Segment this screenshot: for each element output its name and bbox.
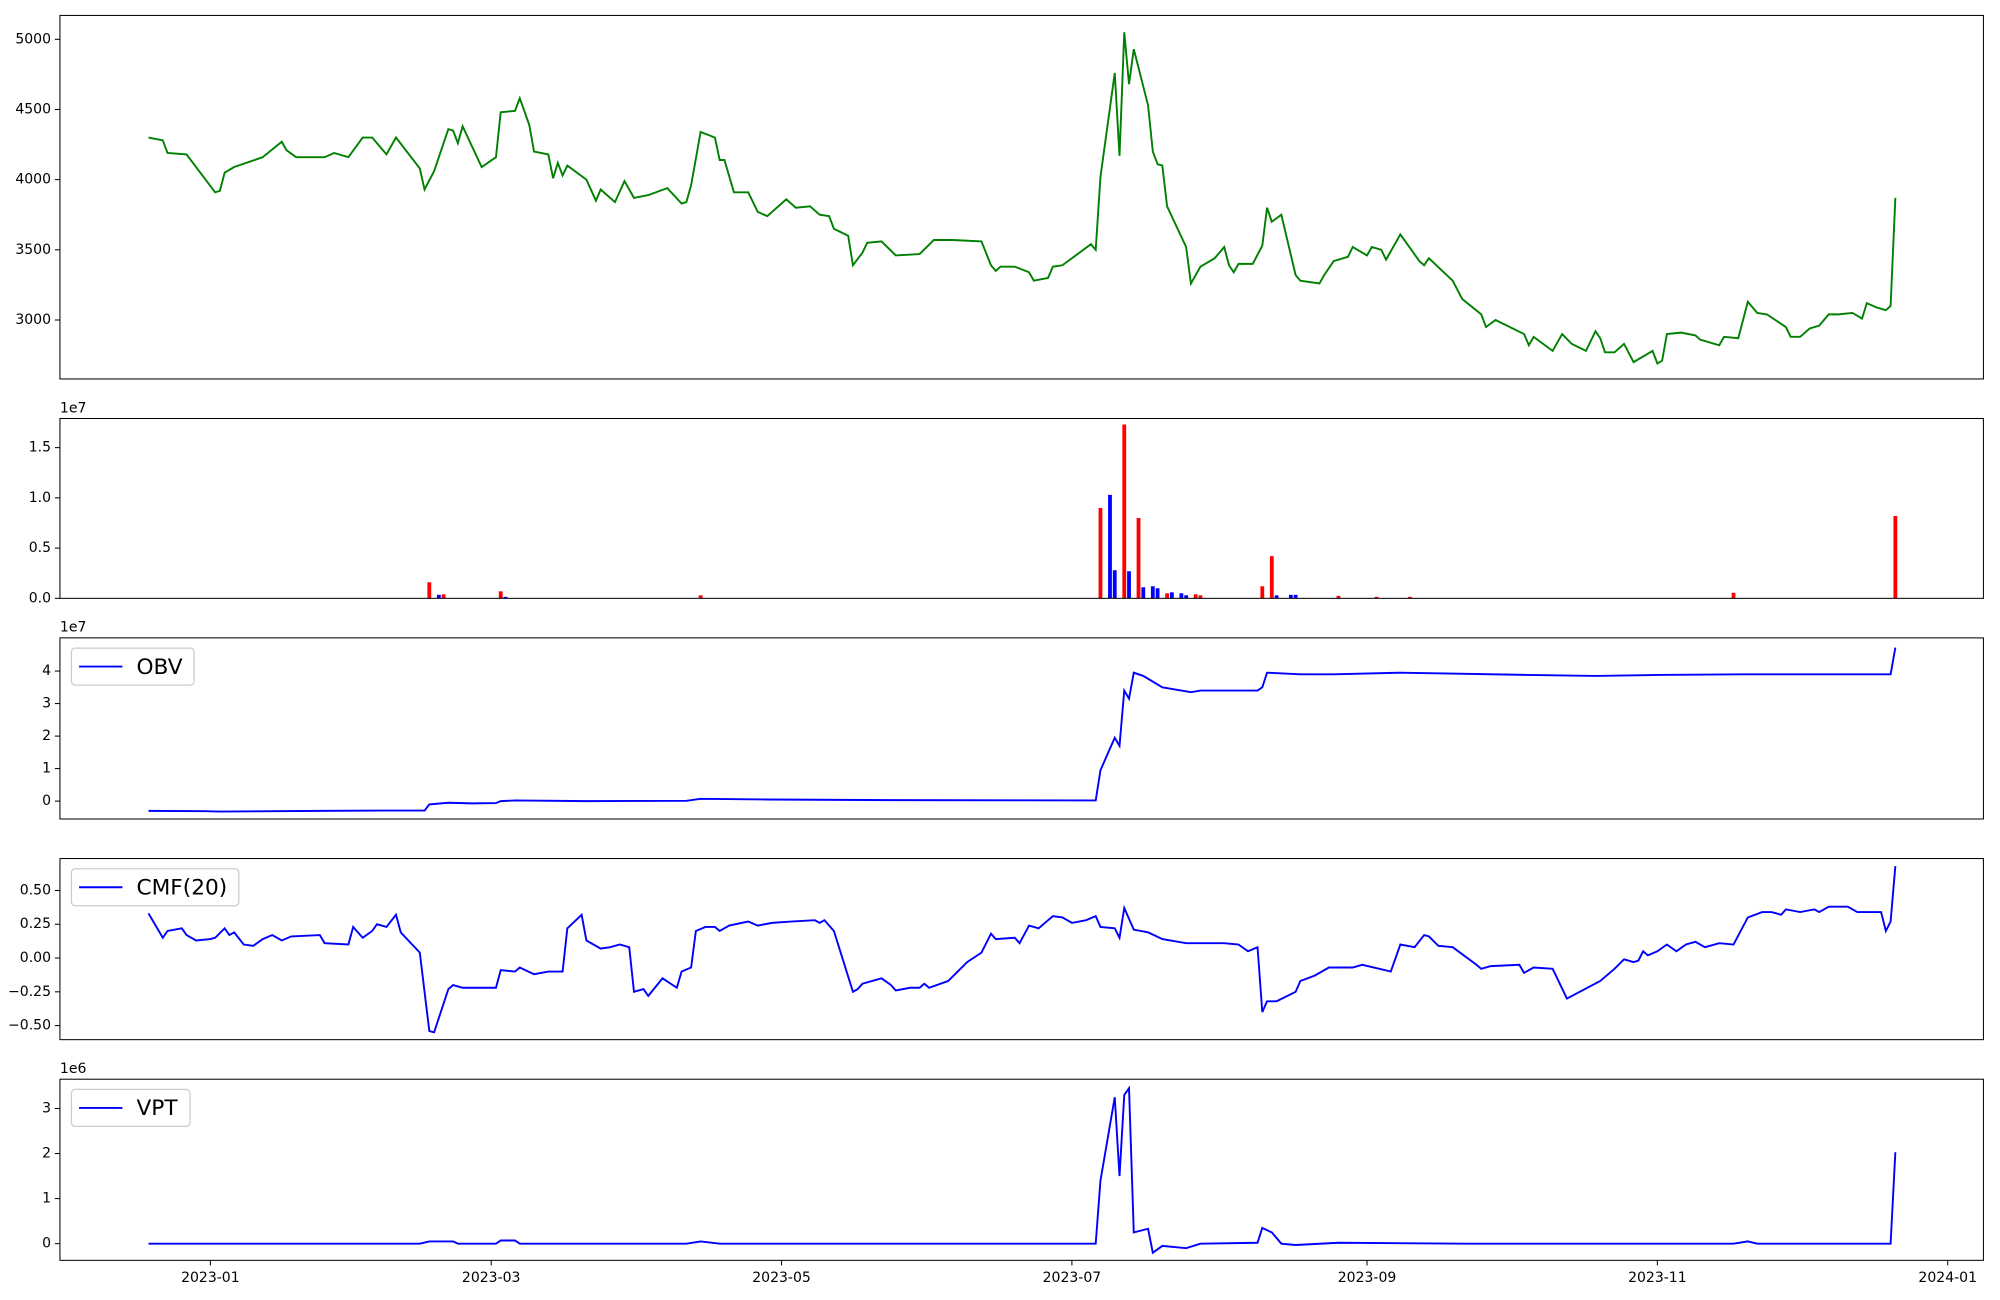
y-tick-label: 0.5: [29, 540, 51, 556]
legend: CMF(20): [70, 868, 240, 907]
volume-bar: [436, 594, 441, 599]
volume-bar: [1127, 571, 1131, 599]
volume-bar: [1893, 515, 1898, 599]
panel: −0.50 −0.25 0.00 0.25 0.50 CMF(20): [8, 858, 1984, 1041]
x-tick-label: 2023-05: [752, 1270, 811, 1286]
axes-frame: [59, 417, 1984, 599]
price-line: [148, 32, 1897, 365]
volume-bar: [1184, 595, 1189, 599]
y-tick-label: 0.0: [29, 590, 51, 606]
volume-bar: [1374, 596, 1379, 599]
y-tick-label: −0.50: [8, 1018, 51, 1034]
volume-bar: [1098, 507, 1103, 599]
legend: VPT: [70, 1088, 191, 1128]
volume-bar: [1260, 586, 1265, 599]
volume-bar: [1155, 588, 1160, 599]
volume-bar: [1336, 595, 1341, 599]
volume-bar: [1407, 596, 1412, 599]
volume-bar: [441, 594, 446, 599]
volume-bar: [698, 595, 703, 599]
y-tick-label: 1.5: [29, 440, 51, 456]
volume-bar: [1179, 593, 1184, 599]
legend-box: [70, 868, 240, 907]
x-tick-label: 2024-01: [1918, 1270, 1977, 1286]
volume-bar: [1112, 570, 1117, 599]
offset-text: 1e7: [60, 400, 86, 416]
legend-label: VPT: [136, 1096, 178, 1121]
legend-box: [70, 1088, 191, 1128]
axes-frame: [59, 637, 1984, 820]
x-tick-label: 2023-11: [1628, 1270, 1687, 1286]
volume-bar: [1169, 592, 1174, 599]
y-tick-label: 1: [42, 761, 51, 777]
series-line: [148, 647, 1897, 813]
volume-bar: [1274, 595, 1279, 599]
y-tick-label: 0: [42, 793, 51, 809]
axes-frame: [59, 14, 1984, 380]
y-tick-label: 5000: [15, 31, 51, 47]
y-tick-label: −0.25: [8, 984, 51, 1000]
volume-bar: [1288, 594, 1293, 599]
series-line: [147, 866, 1897, 1034]
x-tick-label: 2023-03: [462, 1270, 521, 1286]
y-tick-label: 0.00: [20, 950, 51, 966]
volume-bar: [1141, 587, 1146, 599]
y-tick-label: 4000: [15, 172, 51, 188]
y-tick-label: 2: [42, 728, 51, 744]
x-tick-label: 2023-07: [1043, 1270, 1102, 1286]
axes-frame: [59, 1078, 1984, 1261]
volume-bar: [1108, 494, 1112, 599]
volume-bar: [1193, 594, 1198, 599]
legend-box: [70, 647, 195, 686]
volume-bar: [427, 582, 432, 599]
y-tick-label: 0.25: [20, 916, 51, 932]
volume-bar: [1293, 594, 1298, 599]
y-tick-label: 4500: [15, 101, 51, 117]
y-tick-label: 3000: [15, 312, 51, 328]
volume-bar: [1136, 517, 1141, 599]
y-tick-label: 3: [42, 696, 51, 712]
volume-bar: [1269, 556, 1274, 599]
panel: 0.0 0.5 1.0 1.5 1e7: [29, 400, 1984, 606]
y-tick-label: 2: [42, 1146, 51, 1162]
panel: 0 1 2 3 4 1e7 OBV: [42, 620, 1984, 820]
x-tick-label: 2023-09: [1338, 1270, 1397, 1286]
offset-text: 1e7: [60, 620, 86, 636]
volume-bar: [1165, 593, 1170, 599]
offset-text: 1e6: [60, 1061, 87, 1077]
y-tick-label: 0.50: [20, 882, 51, 898]
volume-bar: [1731, 592, 1736, 599]
legend: OBV: [70, 647, 195, 686]
volume-bar: [498, 591, 503, 599]
volume-bar: [503, 596, 508, 599]
axes-frame: [59, 858, 1984, 1041]
volume-bar: [1150, 586, 1155, 599]
panel: 0 1 2 3 2023-01 2023-03 2023-05 2023-07 2023-09 2…: [42, 1061, 1984, 1286]
x-tick-label: 2023-01: [181, 1270, 240, 1286]
legend-label: CMF(20): [136, 876, 227, 901]
series-line: [148, 1085, 1897, 1255]
y-tick-label: 3500: [15, 242, 51, 258]
panel: 3000 3500 4000 4500 5000: [15, 14, 1984, 380]
volume-bar: [1198, 595, 1203, 599]
y-tick-label: 1.0: [29, 490, 51, 506]
legend-label: OBV: [136, 655, 182, 680]
y-tick-label: 0: [42, 1236, 51, 1252]
y-tick-label: 4: [42, 663, 51, 679]
y-tick-label: 3: [42, 1100, 51, 1116]
y-tick-label: 1: [42, 1191, 51, 1207]
volume-bar: [1122, 424, 1127, 599]
